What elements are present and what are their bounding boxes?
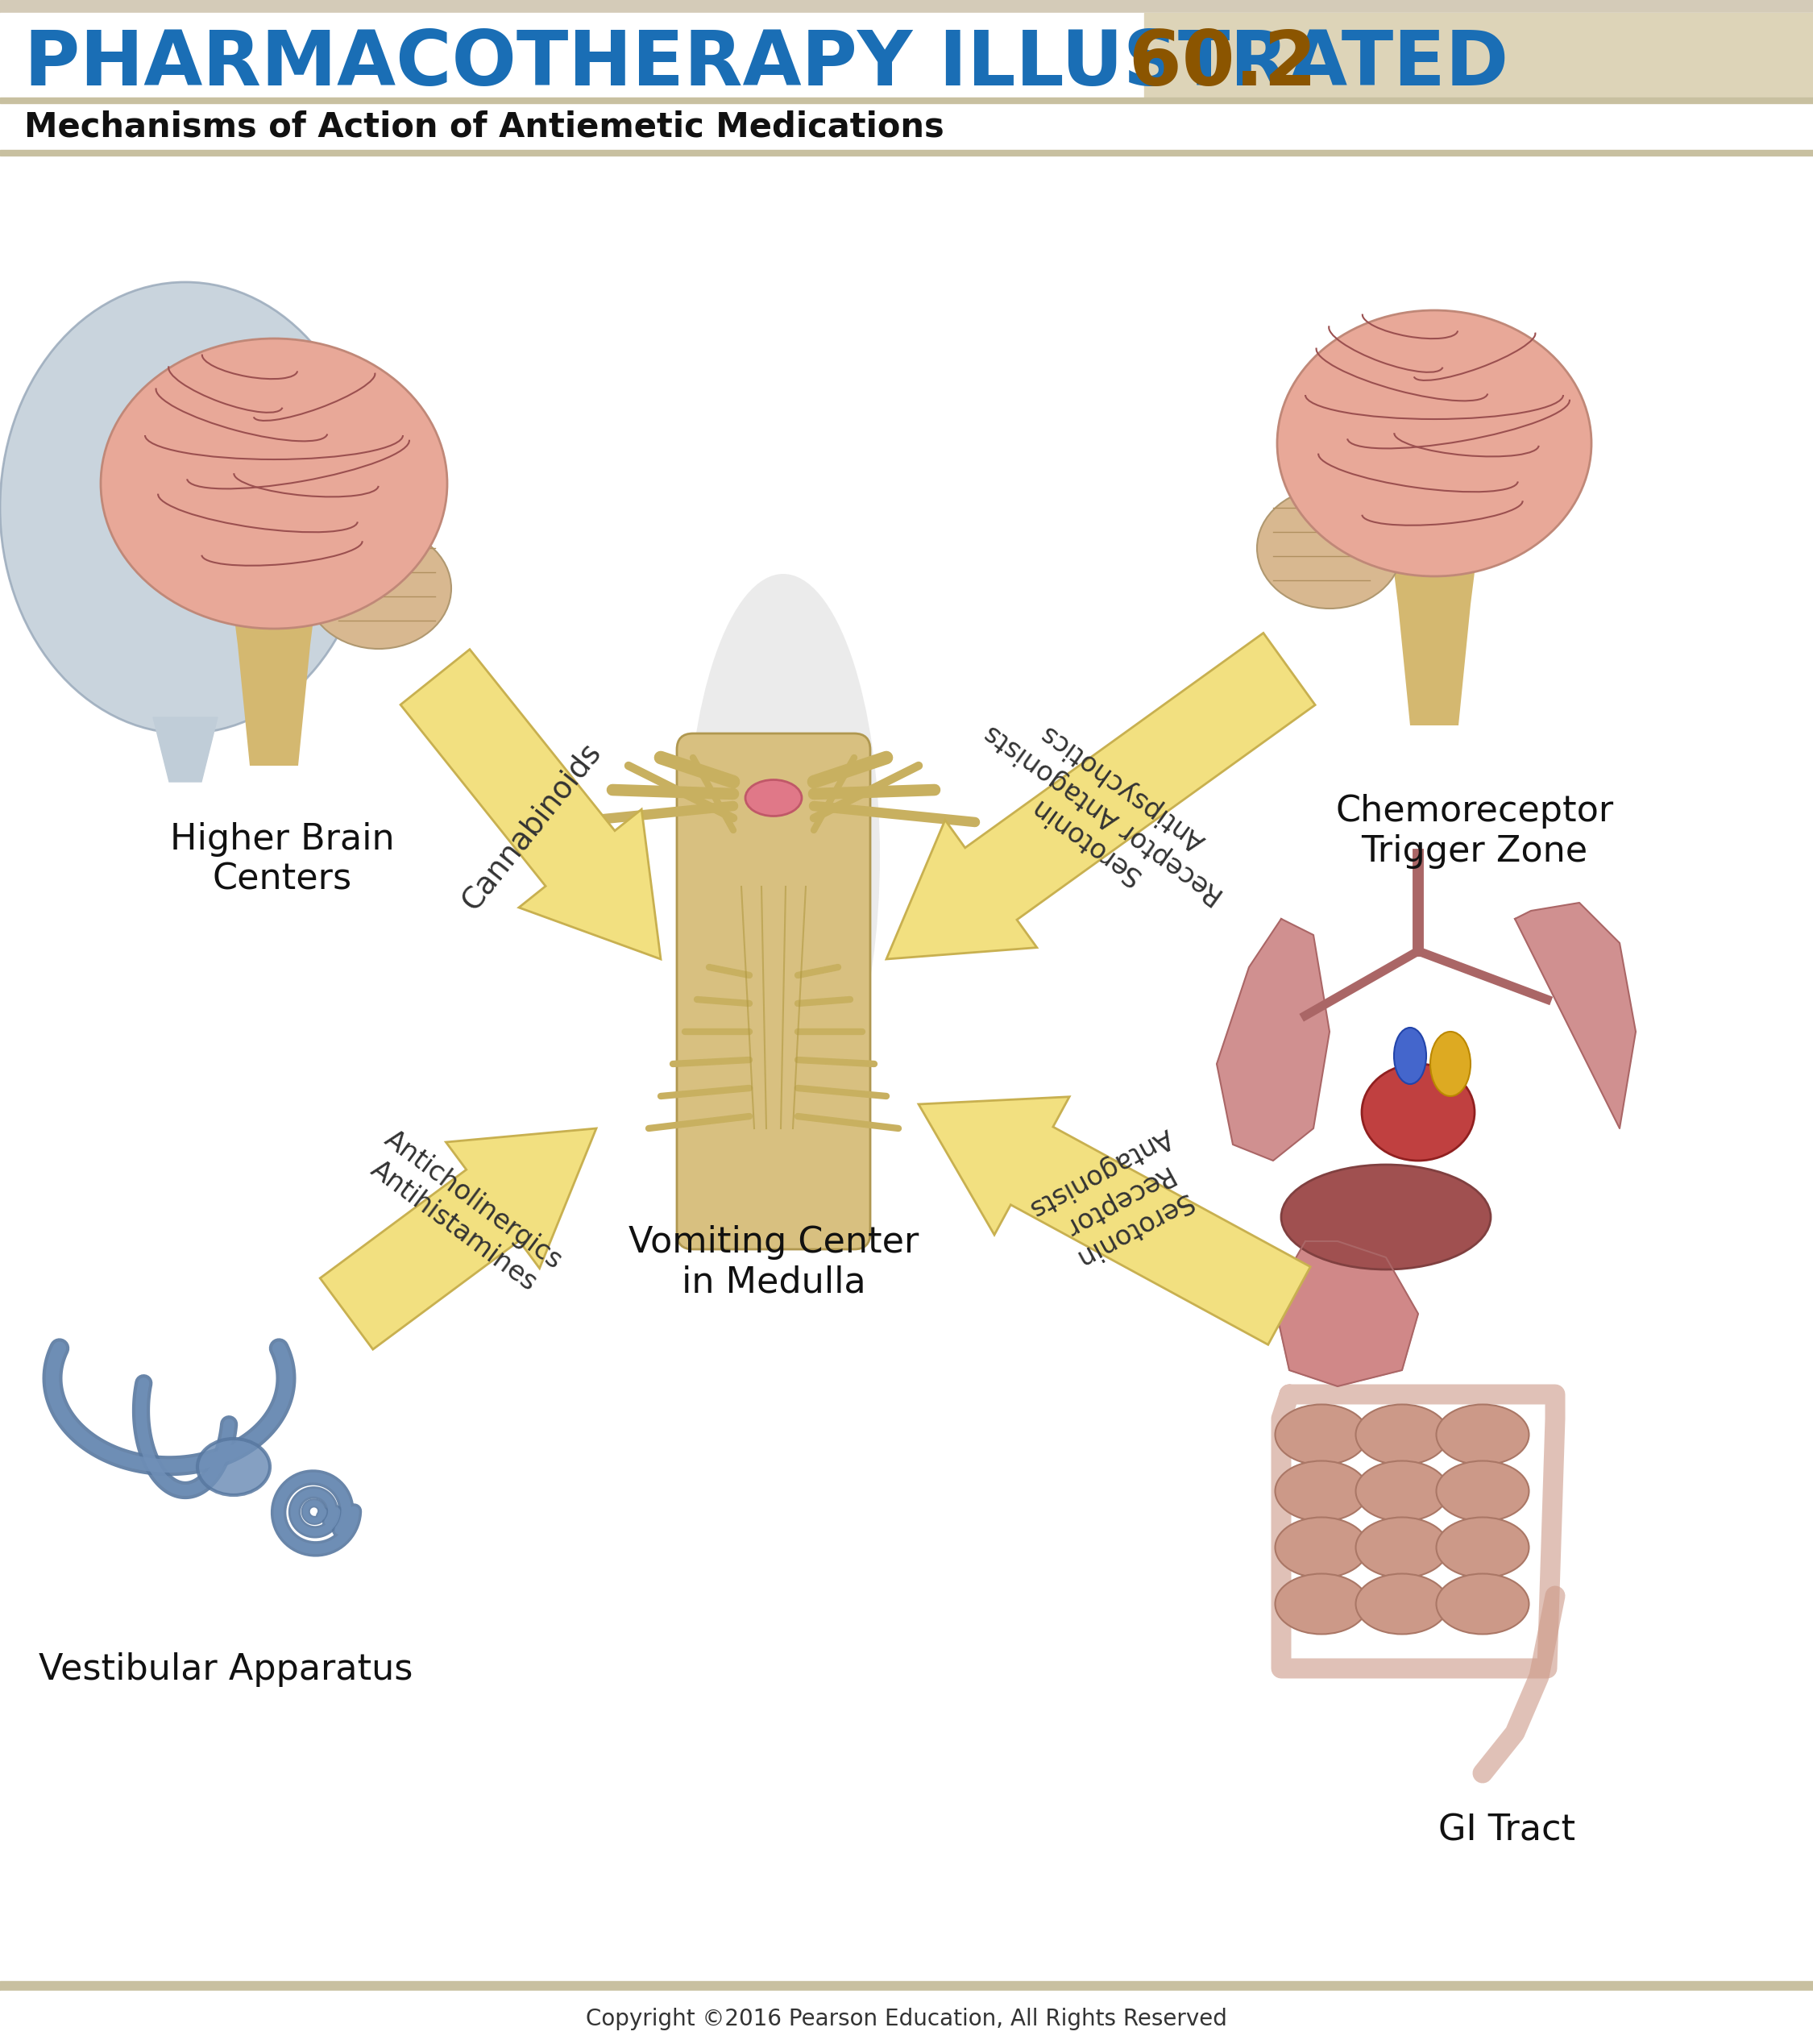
Text: Serotonin
Receptor
Antagonists: Serotonin Receptor Antagonists xyxy=(1024,1122,1207,1280)
Polygon shape xyxy=(401,650,660,959)
Text: Chemoreceptor
Trigger Zone: Chemoreceptor Trigger Zone xyxy=(1336,793,1614,869)
Ellipse shape xyxy=(1436,1404,1528,1466)
Text: Anticholinergics
Antihistamines: Anticholinergics Antihistamines xyxy=(359,1126,567,1300)
Ellipse shape xyxy=(174,468,375,548)
Ellipse shape xyxy=(1256,489,1401,609)
Bar xyxy=(0,98,1813,102)
Polygon shape xyxy=(1273,1241,1418,1386)
Text: Higher Brain
Centers: Higher Brain Centers xyxy=(170,822,393,897)
Ellipse shape xyxy=(1275,1461,1367,1521)
Polygon shape xyxy=(230,580,319,766)
Text: Copyright ©2016 Pearson Education, All Rights Reserved: Copyright ©2016 Pearson Education, All R… xyxy=(586,2007,1227,2030)
Text: GI Tract: GI Tract xyxy=(1438,1813,1575,1848)
Ellipse shape xyxy=(1356,1461,1449,1521)
Ellipse shape xyxy=(1430,1032,1470,1096)
Ellipse shape xyxy=(687,574,879,1139)
Bar xyxy=(0,102,1813,149)
Ellipse shape xyxy=(1356,1404,1449,1466)
Ellipse shape xyxy=(0,282,370,734)
Bar xyxy=(0,149,1813,155)
Bar xyxy=(0,1991,1813,2044)
Ellipse shape xyxy=(1275,1574,1367,1633)
Ellipse shape xyxy=(1436,1574,1528,1633)
Ellipse shape xyxy=(102,339,448,630)
Ellipse shape xyxy=(1354,439,1516,544)
Polygon shape xyxy=(1516,903,1635,1128)
Ellipse shape xyxy=(1276,311,1592,576)
Ellipse shape xyxy=(198,1439,270,1494)
Ellipse shape xyxy=(194,480,355,585)
Text: 60.2: 60.2 xyxy=(1102,27,1316,102)
Text: Vestibular Apparatus: Vestibular Apparatus xyxy=(38,1652,413,1686)
Text: Serotonin
Receptor Antagonists
Antipsychotics: Serotonin Receptor Antagonists Antipsych… xyxy=(961,693,1247,936)
Ellipse shape xyxy=(1436,1461,1528,1521)
Polygon shape xyxy=(1391,540,1479,726)
Polygon shape xyxy=(1217,920,1329,1161)
Ellipse shape xyxy=(1282,1165,1490,1269)
Polygon shape xyxy=(321,1128,596,1349)
Bar xyxy=(1144,12,1813,98)
Bar xyxy=(0,12,1813,114)
Bar xyxy=(0,0,1813,12)
Bar xyxy=(0,1981,1813,1991)
Ellipse shape xyxy=(1275,1517,1367,1578)
Ellipse shape xyxy=(1356,1517,1449,1578)
Text: Cannabinoids: Cannabinoids xyxy=(457,738,607,916)
Text: Vomiting Center
in Medulla: Vomiting Center in Medulla xyxy=(629,1224,919,1300)
Ellipse shape xyxy=(1334,427,1536,507)
Text: Mechanisms of Action of Antiemetic Medications: Mechanisms of Action of Antiemetic Medic… xyxy=(24,110,945,143)
Polygon shape xyxy=(152,717,218,781)
FancyBboxPatch shape xyxy=(676,734,870,1249)
Ellipse shape xyxy=(1275,1404,1367,1466)
Ellipse shape xyxy=(1356,1574,1449,1633)
Text: PHARMACOTHERAPY ILLUSTRATED: PHARMACOTHERAPY ILLUSTRATED xyxy=(24,27,1508,102)
Polygon shape xyxy=(887,634,1314,959)
Ellipse shape xyxy=(1362,1065,1474,1161)
Ellipse shape xyxy=(745,781,801,816)
Ellipse shape xyxy=(1394,1028,1427,1083)
Polygon shape xyxy=(919,1098,1311,1345)
Ellipse shape xyxy=(306,527,451,648)
Ellipse shape xyxy=(1436,1517,1528,1578)
